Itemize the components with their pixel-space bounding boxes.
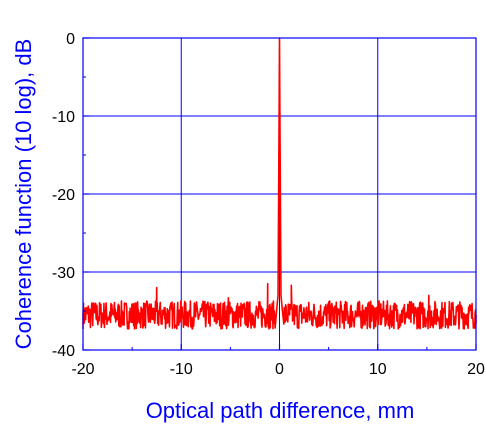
axis-ticks bbox=[82, 37, 477, 351]
coherence-series-line bbox=[82, 37, 477, 330]
series-layer bbox=[82, 37, 477, 330]
x-tick-label: 20 bbox=[467, 361, 485, 378]
x-tick-label: 0 bbox=[275, 361, 284, 378]
y-tick-label: -20 bbox=[52, 187, 75, 204]
x-tick-label: -20 bbox=[71, 361, 94, 378]
x-tick-labels: -20 -10 0 10 20 bbox=[71, 361, 485, 378]
y-tick-label: -30 bbox=[52, 265, 75, 282]
x-tick-label: -10 bbox=[170, 361, 193, 378]
y-tick-label: 0 bbox=[66, 31, 75, 48]
x-axis-label: Optical path difference, mm bbox=[146, 398, 415, 423]
y-tick-labels: 0 -10 -20 -30 -40 bbox=[52, 31, 75, 360]
y-axis-label: Coherence function (10 log), dB bbox=[11, 39, 36, 350]
x-tick-label: 10 bbox=[369, 361, 387, 378]
y-tick-label: -10 bbox=[52, 109, 75, 126]
y-tick-label: -40 bbox=[52, 343, 75, 360]
